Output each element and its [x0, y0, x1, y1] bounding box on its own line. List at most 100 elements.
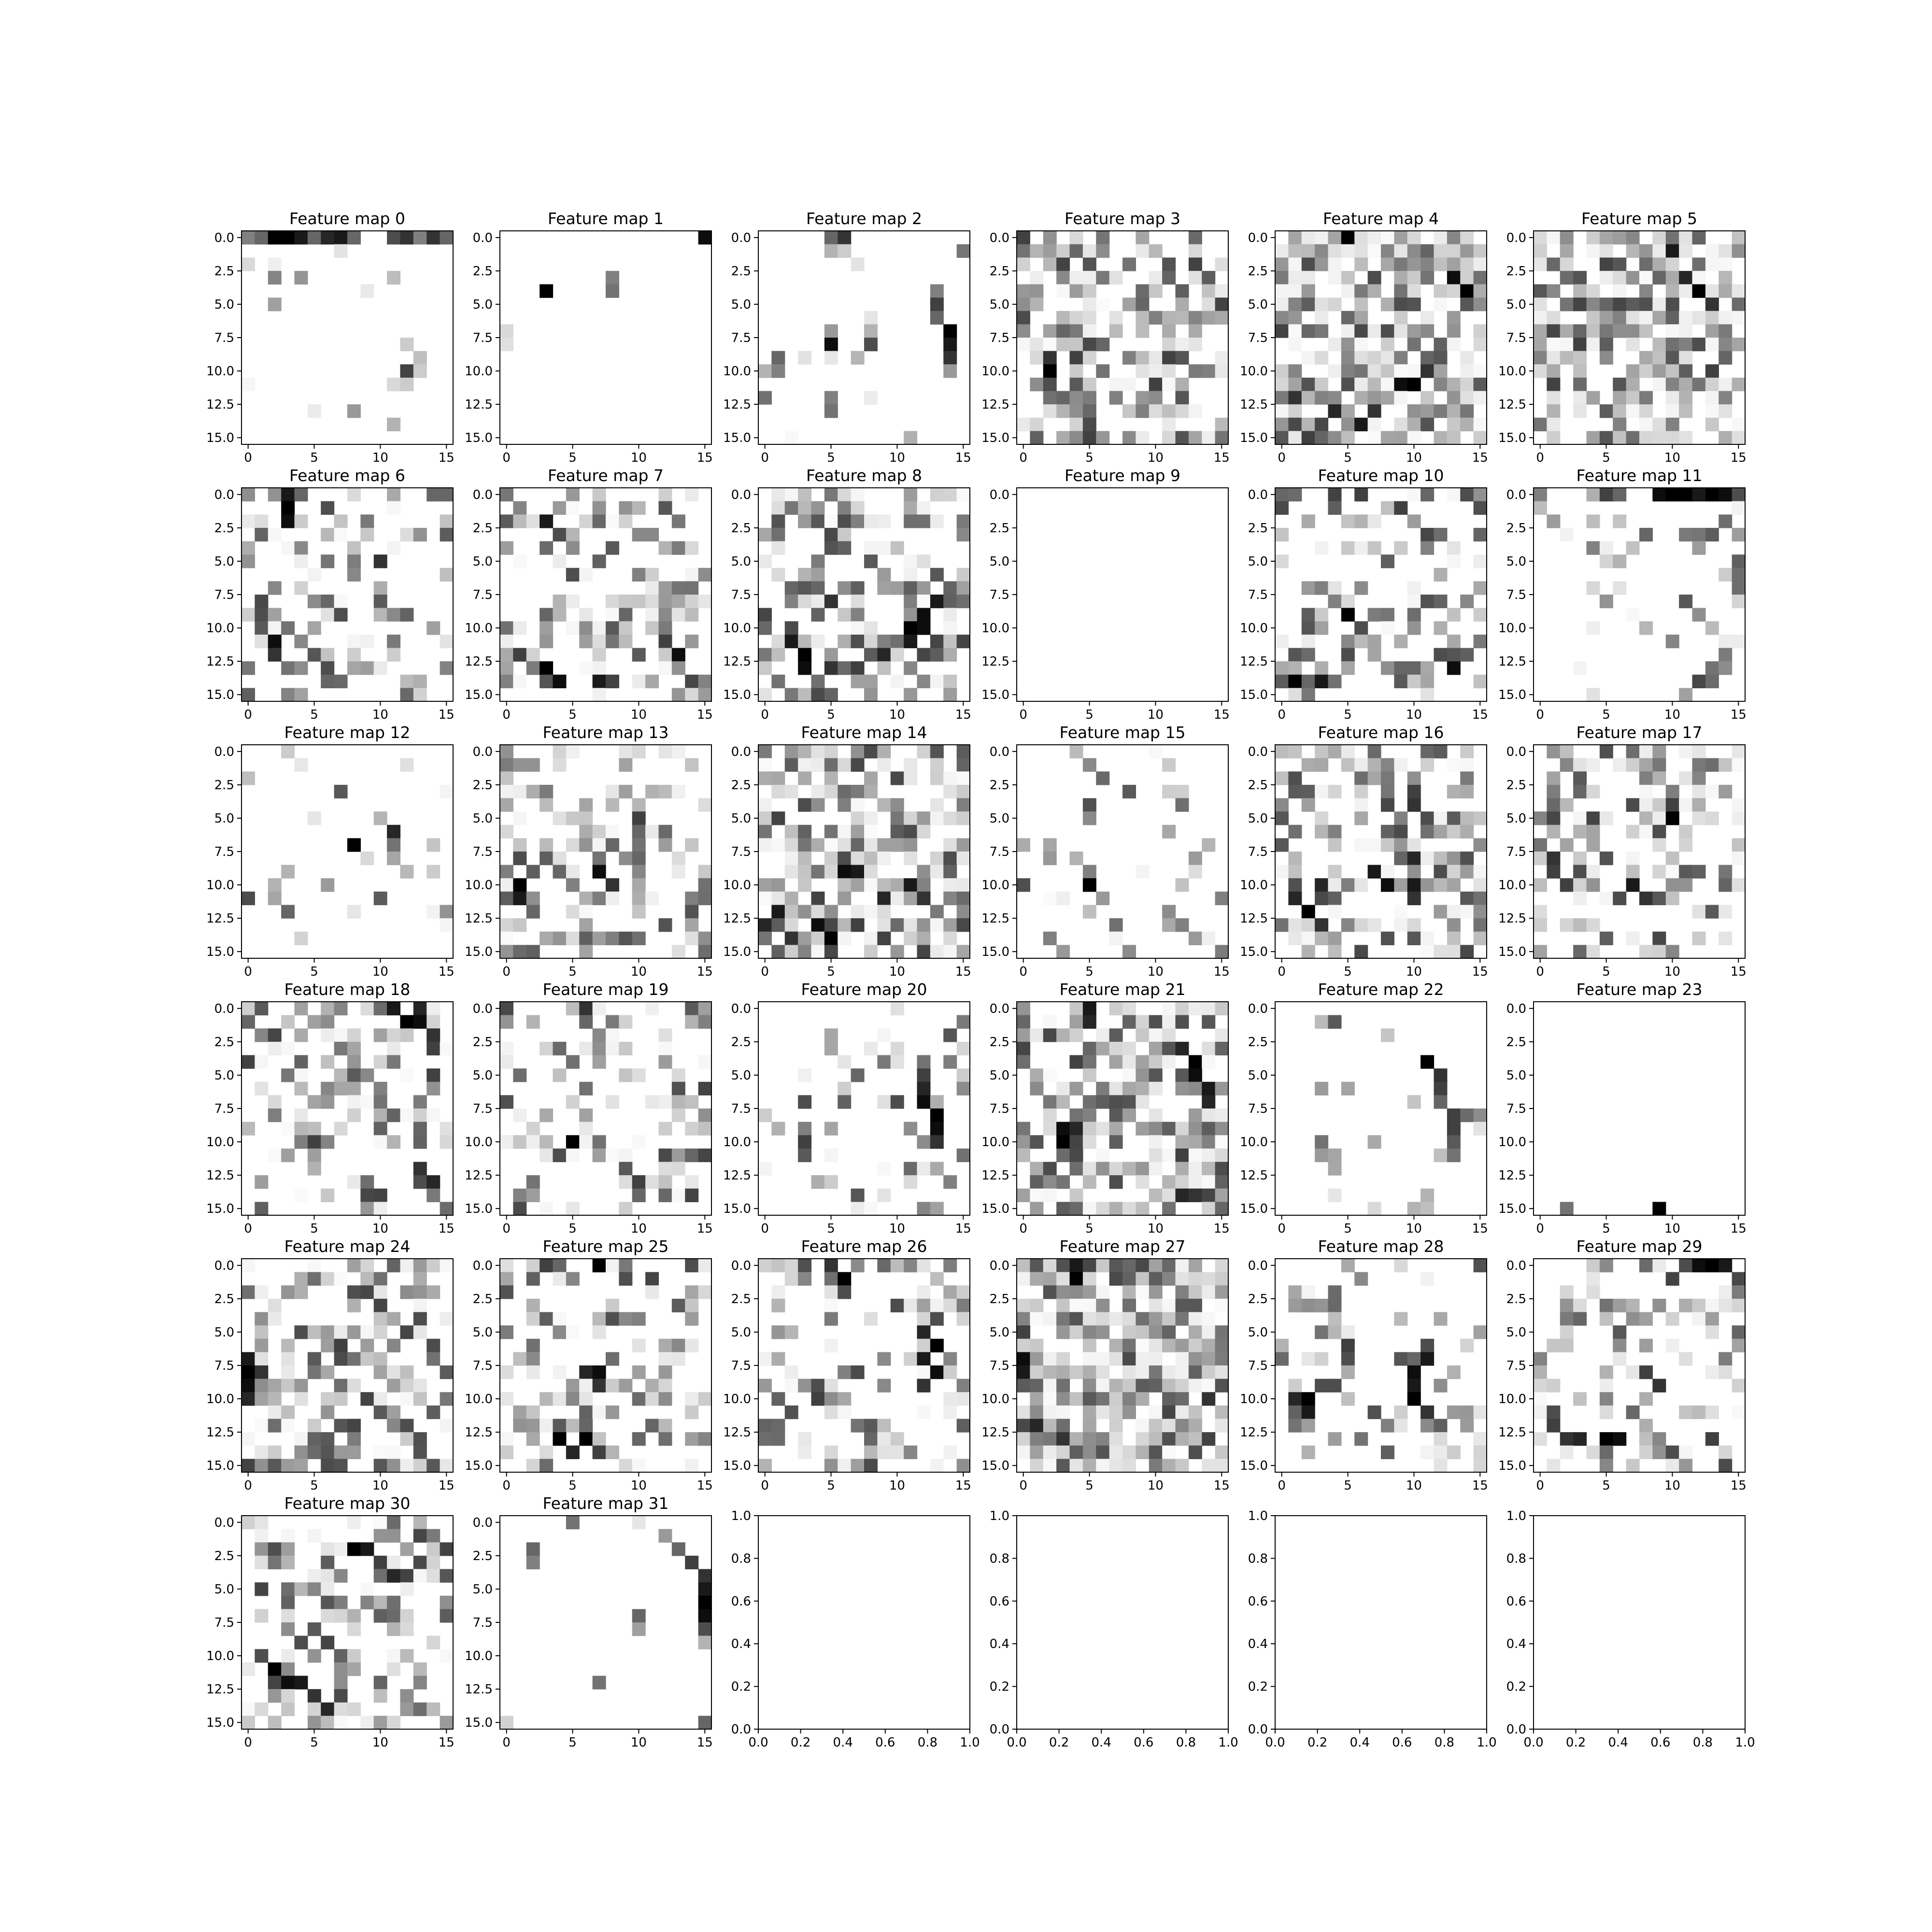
heatmap-cell — [1460, 824, 1474, 838]
heatmap-cell — [592, 891, 606, 906]
heatmap-cell — [1421, 244, 1435, 258]
heatmap-cell — [1069, 1122, 1083, 1136]
heatmap-cell — [1599, 488, 1613, 502]
heatmap-cell — [579, 798, 593, 812]
heatmap-cell — [1692, 1259, 1706, 1273]
heatmap-cell — [1534, 852, 1547, 866]
heatmap-cell — [1599, 404, 1613, 418]
heatmap-cell — [864, 688, 878, 702]
heatmap-cell — [1136, 284, 1150, 298]
heatmap-cell — [1367, 284, 1381, 298]
heatmap-cell — [798, 865, 812, 879]
heatmap-cell — [513, 811, 527, 825]
heatmap-cell — [1534, 351, 1547, 365]
heatmap-cell — [698, 891, 712, 906]
y-tick-label: 5.0 — [731, 554, 751, 569]
heatmap-cell — [1652, 1259, 1666, 1273]
heatmap-cell — [877, 1445, 891, 1459]
heatmap-cell — [1202, 1202, 1216, 1216]
heatmap-cell — [1421, 852, 1435, 866]
panel-title: Feature map 2 — [806, 209, 922, 228]
heatmap-cell — [606, 1148, 619, 1163]
heatmap-cell — [917, 891, 931, 906]
heatmap-cell — [606, 1445, 619, 1459]
heatmap-cell — [1381, 784, 1394, 799]
heatmap-cell — [877, 918, 891, 932]
heatmap-cell — [1719, 931, 1733, 945]
heatmap-cell — [930, 1135, 944, 1149]
heatmap-cell — [1043, 351, 1057, 365]
heatmap-cell — [824, 905, 838, 919]
heatmap-cell — [1367, 244, 1381, 258]
heatmap-cell — [930, 771, 944, 785]
heatmap-cell — [930, 1338, 944, 1352]
heatmap-cell — [360, 1272, 374, 1286]
heatmap-cell — [1175, 1162, 1189, 1176]
x-tick-label: 10 — [372, 708, 388, 722]
heatmap-cell — [1719, 404, 1733, 418]
y-tick-label: 7.5 — [473, 1616, 493, 1630]
x-tick-label: 10 — [631, 708, 647, 722]
heatmap-cell — [904, 918, 918, 932]
heatmap-cell — [1096, 1445, 1110, 1459]
heatmap-cell — [606, 891, 619, 906]
heatmap-cell — [1586, 865, 1600, 879]
heatmap-cell — [1447, 931, 1461, 945]
heatmap-cell — [1573, 351, 1587, 365]
heatmap-cell — [242, 661, 255, 675]
y-tick-label: 7.5 — [1248, 1102, 1268, 1116]
heatmap-cell — [1652, 1445, 1666, 1459]
heatmap-cell — [917, 1162, 931, 1176]
heatmap-cell — [1328, 745, 1342, 759]
heatmap-cell — [321, 1365, 335, 1379]
heatmap-cell — [579, 1378, 593, 1392]
heatmap-cell — [387, 648, 401, 662]
heatmap-cell — [877, 581, 891, 595]
heatmap-cell — [824, 745, 838, 759]
heatmap-cell — [956, 527, 970, 542]
heatmap-cell — [1473, 865, 1487, 879]
heatmap-cell — [1136, 1285, 1150, 1299]
panel-title: Feature map 25 — [543, 1237, 669, 1256]
heatmap-cell — [619, 608, 633, 622]
heatmap-cell — [1407, 918, 1421, 932]
heatmap-cell — [553, 745, 567, 759]
heatmap-cell — [242, 1122, 255, 1136]
heatmap-cell — [1692, 541, 1706, 555]
heatmap-cell — [1407, 1202, 1421, 1216]
heatmap-cell — [811, 865, 825, 879]
heatmap-cell — [1162, 311, 1176, 325]
x-tick-label: 10 — [372, 451, 388, 465]
heatmap-cell — [1547, 824, 1561, 838]
y-tick-label: 0.0 — [1506, 1259, 1526, 1273]
x-tick-label: 10 — [1664, 1478, 1680, 1493]
heatmap-cell — [1149, 284, 1163, 298]
heatmap-cell — [1639, 324, 1653, 338]
heatmap-cell — [1447, 417, 1461, 431]
y-tick-label: 15.0 — [1498, 945, 1526, 959]
heatmap-cell — [1434, 878, 1448, 892]
heatmap-cell — [1732, 231, 1746, 245]
heatmap-cell — [1162, 918, 1176, 932]
heatmap-cell — [1043, 838, 1057, 852]
heatmap-cell — [1275, 918, 1289, 932]
heatmap-cell — [347, 488, 361, 502]
heatmap-cell — [1354, 541, 1368, 555]
heatmap-cell — [811, 758, 825, 772]
heatmap-cell — [387, 1445, 401, 1459]
heatmap-cell — [930, 1312, 944, 1326]
y-tick-label: 12.5 — [206, 1425, 234, 1440]
x-tick-label: 10 — [1148, 1222, 1164, 1236]
heatmap-cell — [671, 1542, 685, 1556]
heatmap-cell — [930, 1459, 944, 1473]
heatmap-cell — [1732, 527, 1746, 542]
heatmap-cell — [1665, 338, 1679, 352]
x-tick-label: 10 — [631, 1222, 647, 1236]
heatmap-cell — [1301, 257, 1315, 271]
x-tick-label: 15 — [1731, 708, 1747, 722]
y-tick-label: 5.0 — [1506, 298, 1526, 312]
x-tick-label: 5 — [568, 708, 577, 722]
axes-frame — [241, 1515, 454, 1730]
y-tick-label: 0.0 — [731, 231, 751, 245]
heatmap-cell — [864, 905, 878, 919]
